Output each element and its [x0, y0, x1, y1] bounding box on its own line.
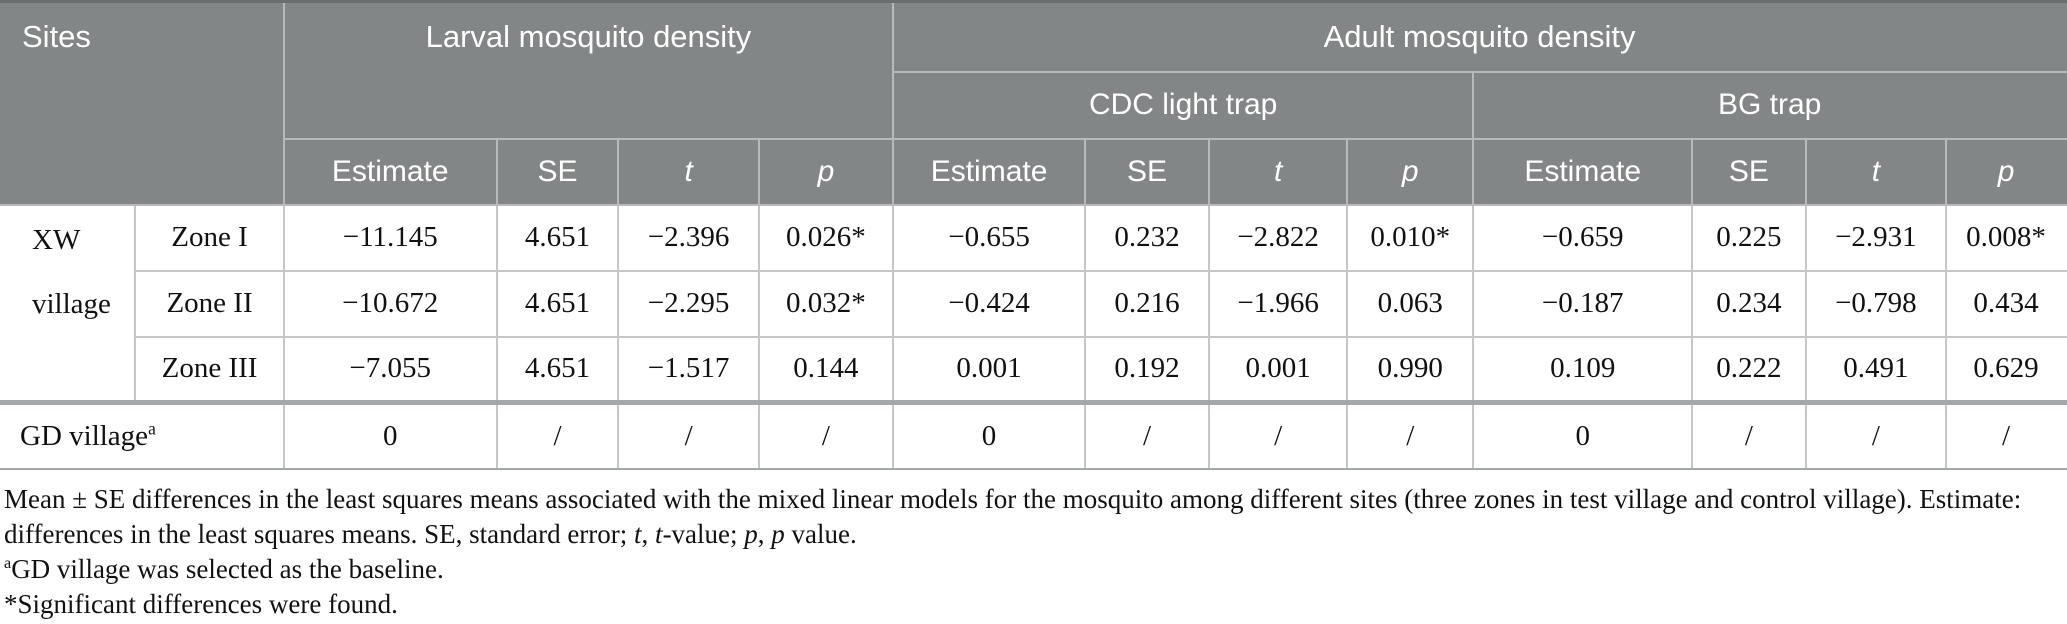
footnote-text: differences in the least squares means. … — [4, 518, 635, 549]
data-cell: 0.144 — [757, 335, 895, 404]
data-cell: −2.396 — [617, 203, 760, 272]
data-cell: −1.966 — [1207, 269, 1349, 338]
data-cell: / — [1691, 400, 1807, 470]
footnote-italic-t: t — [655, 518, 663, 549]
data-cell: 0.434 — [1945, 269, 2067, 338]
col-header-larval-se: SE — [495, 137, 620, 206]
footnote-text: , — [641, 518, 656, 549]
col-header-larval-t: t — [617, 137, 760, 206]
footnote-text: -value; — [662, 518, 745, 549]
row-zone1: XW village Zone I −11.145 4.651 −2.396 0… — [0, 203, 2067, 404]
data-cell: 0.216 — [1084, 269, 1210, 338]
data-cell: 0 — [1472, 400, 1694, 470]
footnote-italic-p: p — [744, 518, 758, 549]
data-cell: / — [1945, 400, 2067, 470]
header-row-3: Estimate SE t p Estimate SE t p Estimate… — [1, 137, 2067, 206]
col-header-bg-t: t — [1804, 137, 1948, 206]
data-cell: 0.001 — [892, 335, 1087, 404]
col-header-larval-p: p — [757, 137, 895, 206]
footnote-text: , — [757, 518, 772, 549]
data-cell: / — [495, 400, 620, 470]
data-cell: −0.424 — [892, 269, 1087, 338]
data-cell: 0.232 — [1084, 203, 1210, 272]
footnote-text: GD village was selected as the baseline. — [11, 553, 444, 584]
data-cell: 0.990 — [1346, 335, 1475, 404]
data-cell: 0.008* — [1945, 203, 2067, 272]
zone-cell: Zone I — [134, 203, 285, 272]
data-cell: 0.629 — [1945, 335, 2067, 404]
data-cell: / — [757, 400, 895, 470]
data-cell: −2.931 — [1804, 203, 1948, 272]
header-row-1: Sites Larval mosquito density Adult mosq… — [0, 1, 2067, 206]
data-cell: 0.001 — [1207, 335, 1349, 404]
footnote-italic-t: t — [634, 518, 642, 549]
header-row-2: CDC light trap BG trap — [1, 70, 2067, 140]
col-header-larval-estimate: Estimate — [282, 137, 498, 206]
footnote-description-line-1: Mean ± SE differences in the least squar… — [4, 483, 2022, 514]
zone-cell: Zone II — [134, 269, 285, 338]
data-cell: 0.222 — [1691, 335, 1807, 404]
data-cell: / — [1346, 400, 1475, 470]
col-header-cdc-estimate: Estimate — [892, 137, 1087, 206]
data-cell: 0.063 — [1346, 269, 1475, 338]
data-cell: 4.651 — [495, 335, 620, 404]
col-header-cdc-p: p — [1346, 137, 1475, 206]
results-table: Sites Larval mosquito density Adult mosq… — [0, 0, 2067, 470]
zone-cell: Zone III — [134, 335, 285, 404]
data-cell: 0.010* — [1346, 203, 1475, 272]
row-gd-village: GD villagea 0 / / / 0 / / / 0 / / / — [0, 400, 2067, 470]
col-header-cdc-se: SE — [1084, 137, 1210, 206]
data-cell: −11.145 — [282, 203, 498, 272]
col-header-cdc-light-trap: CDC light trap — [892, 70, 1475, 140]
footnote-significance: *Significant differences were found. — [4, 588, 398, 619]
col-header-bg-estimate: Estimate — [1472, 137, 1694, 206]
data-cell: −0.659 — [1472, 203, 1694, 272]
data-cell: 0 — [282, 400, 498, 470]
data-cell: / — [1084, 400, 1210, 470]
col-header-sites: Sites — [0, 1, 285, 206]
data-cell: 0.491 — [1804, 335, 1948, 404]
col-header-bg-p: p — [1945, 137, 2067, 206]
data-cell: / — [1804, 400, 1948, 470]
footnote-text: value. — [784, 518, 857, 549]
data-cell: −2.822 — [1207, 203, 1349, 272]
col-header-bg-trap: BG trap — [1472, 70, 2067, 140]
data-cell: −0.187 — [1472, 269, 1694, 338]
footnote-description-line-2: differences in the least squares means. … — [4, 517, 2063, 552]
data-cell: 0.192 — [1084, 335, 1210, 404]
data-cell: −0.798 — [1804, 269, 1948, 338]
data-cell: 0.026* — [757, 203, 895, 272]
col-header-bg-se: SE — [1691, 137, 1807, 206]
footnote-marker-a: a — [4, 553, 12, 572]
data-cell: 0.225 — [1691, 203, 1807, 272]
data-cell: −2.295 — [617, 269, 760, 338]
data-cell: −1.517 — [617, 335, 760, 404]
data-cell: −7.055 — [282, 335, 498, 404]
data-cell: −0.655 — [892, 203, 1087, 272]
data-cell: −10.672 — [282, 269, 498, 338]
table-footnotes: Mean ± SE differences in the least squar… — [4, 482, 2063, 622]
row-zone2: Zone II −10.672 4.651 −2.295 0.032* −0.4… — [1, 269, 2067, 338]
data-cell: / — [1207, 400, 1349, 470]
data-cell: 0.032* — [757, 269, 895, 338]
col-header-cdc-t: t — [1207, 137, 1349, 206]
site-cell-gd-village: GD villagea — [0, 400, 285, 470]
data-cell: 0.109 — [1472, 335, 1694, 404]
col-header-larval-density: Larval mosquito density — [282, 1, 895, 140]
footnote-italic-p: p — [771, 518, 785, 549]
data-cell: / — [617, 400, 760, 470]
row-zone3: Zone III −7.055 4.651 −1.517 0.144 0.001… — [1, 335, 2067, 404]
gd-village-footnote-marker: a — [148, 418, 156, 439]
footnote-baseline: aGD village was selected as the baseline… — [4, 552, 2063, 587]
data-cell: 4.651 — [495, 269, 620, 338]
gd-village-label: GD village — [20, 419, 149, 452]
data-cell: 4.651 — [495, 203, 620, 272]
data-cell: 0.234 — [1691, 269, 1807, 338]
site-cell-xw-village: XW village — [0, 203, 137, 404]
col-header-adult-density: Adult mosquito density — [892, 1, 2067, 73]
data-cell: 0 — [892, 400, 1087, 470]
